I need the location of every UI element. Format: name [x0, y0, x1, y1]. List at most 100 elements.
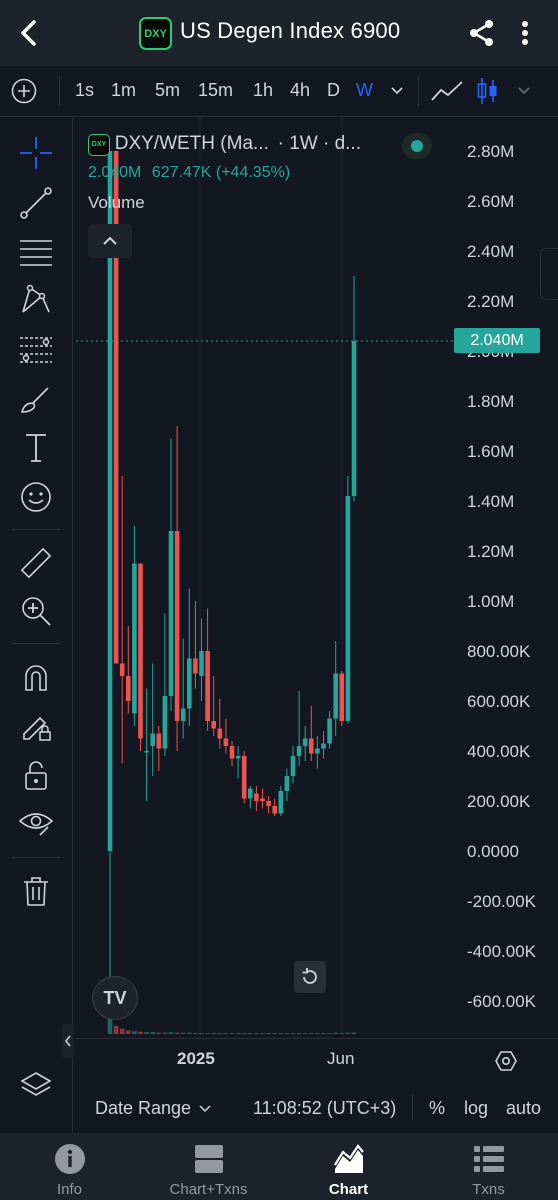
percent-toggle[interactable]: % — [429, 1098, 446, 1118]
interval-d[interactable]: D — [327, 80, 340, 100]
candlestick-icon[interactable] — [477, 76, 499, 106]
tab-info-label: Info — [56, 1181, 83, 1198]
eye-icon[interactable] — [18, 805, 54, 841]
tab-info[interactable]: Info — [0, 1133, 139, 1200]
magnet-icon[interactable] — [18, 660, 54, 696]
unlock-icon[interactable] — [18, 757, 54, 793]
volume-bar — [235, 1033, 241, 1034]
divider — [12, 529, 60, 530]
tradingview-logo[interactable]: TV — [92, 976, 138, 1020]
log-toggle[interactable]: log — [464, 1098, 489, 1118]
interval-4h[interactable]: 4h — [290, 80, 311, 100]
date-range-label: Date Range — [95, 1098, 192, 1118]
settings-hexagon-icon[interactable] — [494, 1049, 518, 1073]
volume-bar — [180, 1032, 186, 1034]
chevron-left-icon[interactable] — [14, 17, 46, 49]
price-axis-label: 2.40M — [467, 242, 514, 261]
price-axis-label: 400.00K — [467, 742, 531, 761]
volume-bar — [156, 1032, 162, 1034]
interval-1h[interactable]: 1h — [253, 80, 274, 100]
volume-bar — [193, 1033, 198, 1034]
crosshair-icon[interactable] — [18, 135, 54, 171]
price-axis-label: 2.20M — [467, 292, 514, 311]
date-range-button[interactable]: Date Range — [95, 1098, 211, 1119]
right-panel-handle[interactable] — [540, 248, 558, 300]
more-vertical-icon[interactable] — [513, 17, 537, 49]
tab-chart-txns[interactable]: Chart+Txns — [139, 1133, 278, 1200]
interval-1s[interactable]: 1s — [75, 80, 95, 100]
share-icon[interactable] — [466, 17, 498, 49]
brush-icon[interactable] — [18, 382, 54, 418]
volume-bar — [302, 1033, 308, 1034]
time-axis[interactable]: 2025 Jun — [76, 1038, 558, 1081]
candle-body — [180, 708, 186, 721]
price-axis-label: 1.20M — [467, 542, 514, 561]
divider — [12, 857, 60, 858]
line-chart-icon[interactable] — [430, 78, 464, 104]
tab-txns[interactable]: Txns — [419, 1133, 558, 1200]
toolbar-collapse-handle[interactable] — [62, 1024, 74, 1058]
volume-bar — [229, 1033, 235, 1034]
candle-body — [345, 496, 351, 721]
price-axis-label: -600.00K — [467, 992, 537, 1011]
volume-bar — [241, 1033, 247, 1034]
tab-chart-label: Chart — [328, 1181, 369, 1198]
volume-bar — [223, 1033, 229, 1034]
horizontal-lines-icon[interactable] — [18, 235, 54, 271]
list-icon — [473, 1146, 504, 1172]
clock-time[interactable]: 11:08:52 (UTC+3) — [253, 1098, 397, 1118]
volume-bar — [211, 1033, 216, 1034]
auto-toggle[interactable]: auto — [506, 1098, 542, 1118]
candle-body — [284, 776, 290, 791]
volume-bar — [290, 1033, 296, 1034]
price-axis-label: 200.00K — [467, 792, 531, 811]
layers-icon[interactable] — [20, 1070, 52, 1102]
chart-legend: DXY DXY/WETH (Ma... · 1W · d... — [88, 133, 361, 156]
candle-body — [254, 793, 259, 801]
chevron-down-icon[interactable] — [517, 86, 531, 96]
reset-chart-button[interactable] — [294, 961, 326, 993]
time-label-jun: Jun — [327, 1049, 355, 1068]
drawing-toolbar — [0, 117, 73, 1133]
candle-body — [113, 151, 119, 664]
legend-collapse-button[interactable] — [88, 224, 132, 258]
divider — [418, 76, 419, 106]
lock-drawing-icon[interactable] — [18, 708, 54, 744]
price-axis-label: -200.00K — [467, 892, 537, 911]
interval-15m[interactable]: 15m — [198, 80, 234, 100]
time-label-2025: 2025 — [177, 1049, 215, 1068]
interval-5m[interactable]: 5m — [155, 80, 181, 100]
volume-label: Volume — [88, 193, 145, 212]
zoom-in-icon[interactable] — [18, 593, 54, 629]
volume-bar — [144, 1032, 149, 1034]
text-icon[interactable] — [18, 429, 54, 465]
candle-body — [327, 718, 332, 744]
emoji-icon[interactable] — [18, 479, 54, 515]
volume-bar — [217, 1033, 223, 1034]
volume-bar — [138, 1031, 143, 1034]
ruler-icon[interactable] — [18, 545, 54, 581]
chevron-down-icon[interactable] — [390, 86, 404, 96]
fib-retracement-icon[interactable] — [18, 332, 54, 368]
price-chart[interactable]: 2.80M2.60M2.40M2.20M2.00M1.80M1.60M1.40M… — [76, 117, 558, 1037]
volume-bar — [199, 1033, 204, 1034]
candle-body — [272, 806, 277, 814]
candle-body — [266, 801, 271, 806]
candle-body — [290, 756, 296, 776]
divider — [412, 1094, 413, 1120]
info-icon — [54, 1144, 85, 1174]
divider — [59, 76, 60, 106]
volume-bar — [296, 1033, 302, 1034]
trash-icon[interactable] — [18, 873, 54, 909]
chart-bottom-bar: Date Range 11:08:52 (UTC+3) % log auto — [76, 1081, 558, 1133]
candle-body — [278, 791, 284, 814]
add-indicator-icon[interactable] — [11, 78, 37, 104]
pattern-icon[interactable] — [18, 282, 54, 318]
interval-1m[interactable]: 1m — [111, 80, 137, 100]
price-axis-label: 1.80M — [467, 392, 514, 411]
candle-body — [235, 756, 241, 759]
token-logo: DXY — [139, 17, 172, 50]
interval-w[interactable]: W — [356, 80, 373, 100]
trend-line-icon[interactable] — [18, 185, 54, 221]
tab-chart[interactable]: Chart — [279, 1133, 418, 1200]
